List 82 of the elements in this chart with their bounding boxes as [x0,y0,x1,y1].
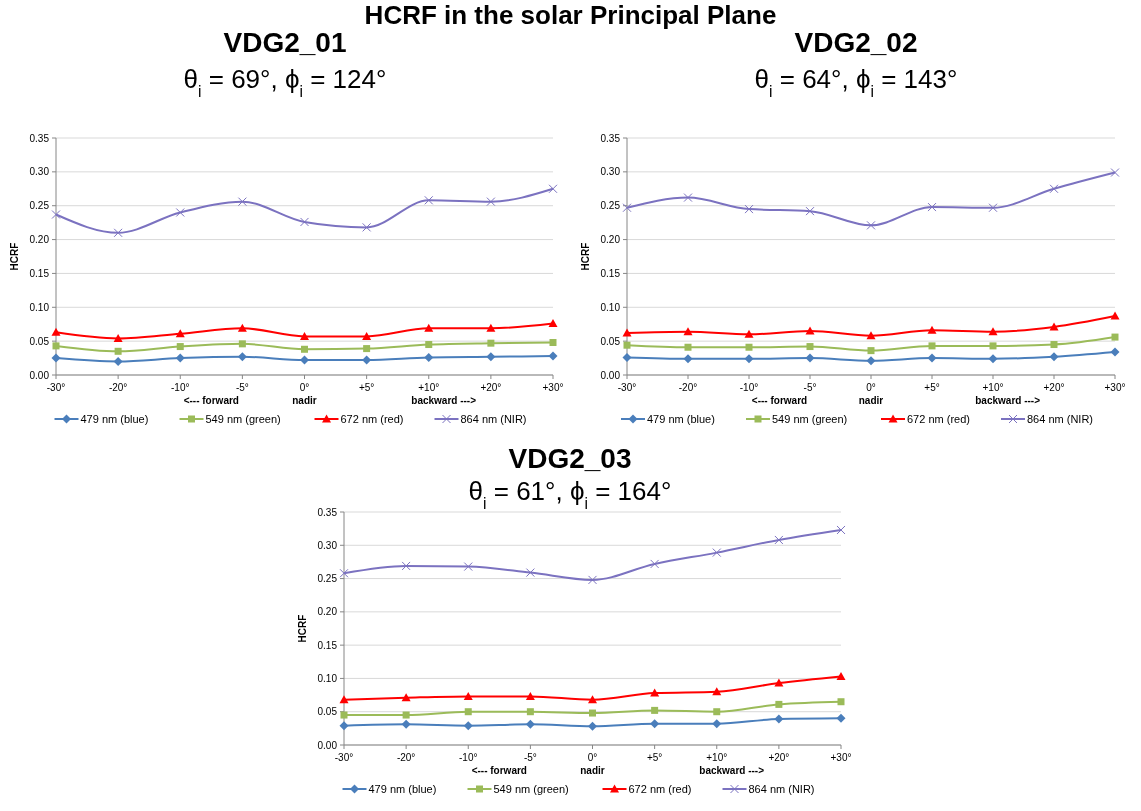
y-axis-title: HCRF [9,242,20,271]
legend-label: 864 nm (NIR) [748,782,815,795]
x-tick-label: -5° [803,382,817,393]
y-tick-label: 0.30 [317,539,338,551]
y-tick-label: 0.10 [317,672,338,684]
legend-label: 672 nm (red) [907,412,970,425]
legend-label: 864 nm (NIR) [1027,412,1094,425]
chart-subtitle: θ$_{i}$ = 69°, ϕ$_{i}$ = 124° [183,64,387,100]
legend-label: 479 nm (blue) [368,782,437,795]
y-tick-label: 0.35 [600,132,621,144]
x-tick-label: -20° [108,382,128,393]
text: nadir [858,395,884,406]
x-tick-label: +20° [480,382,502,393]
y-tick-label: 0.10 [600,301,621,313]
legend-label: 479 nm (blue) [80,412,149,425]
y-tick-label: 0.15 [600,267,621,279]
text: <--- forward [471,765,527,776]
x-tick-label: -10° [739,382,759,393]
legend-label: 479 nm (blue) [647,412,715,425]
y-tick-label: 0.05 [317,706,338,718]
legend-label: 549 nm (green) [772,412,848,425]
x-tick-label: +5° [924,382,940,393]
x-tick-label: -30° [617,382,637,393]
x-tick-label: -30° [334,752,354,763]
y-tick-label: 0.05 [600,335,621,347]
x-tick-label: +10° [418,382,440,393]
legend-label: 672 nm (red) [340,412,404,425]
x-tick-label: -5° [523,752,537,763]
chart-title: VDG2_01 [223,27,347,58]
y-tick-label: 0.20 [29,234,50,246]
x-tick-label: -30° [46,382,66,393]
x-tick-label: -10° [459,752,478,763]
x-tick-label: +10° [706,752,728,763]
x-tick-label: -10° [171,382,190,393]
chart-title: VDG2_02 [794,27,918,58]
x-tick-label: +10° [982,382,1004,393]
text: <--- forward [751,395,808,406]
x-tick-label: +5° [646,752,663,763]
y-tick-label: 0.05 [29,335,50,347]
x-tick-label: 0° [587,752,598,763]
text: nadir [580,765,605,776]
y-tick-label: 0.00 [600,369,621,381]
y-tick-label: 0.00 [317,739,338,751]
y-tick-label: 0.15 [29,267,50,279]
y-tick-label: 0.20 [600,234,621,246]
y-tick-label: 0.30 [600,166,621,178]
y-tick-label: 0.25 [317,573,338,585]
y-axis-title: HCRF [297,614,308,643]
text: <--- forward [183,395,239,406]
text: backward ---> [411,395,477,406]
y-tick-label: 0.15 [317,639,338,651]
x-tick-label: +30° [542,382,564,393]
legend-label: 549 nm (green) [493,782,569,795]
y-tick-label: 0.35 [29,132,50,144]
text: HCRF in the solar Principal Plane [364,0,777,30]
y-tick-label: 0.25 [29,200,50,212]
y-tick-label: 0.25 [600,200,621,212]
x-tick-label: +30° [1104,382,1126,393]
chart-subtitle: θ$_{i}$ = 61°, ϕ$_{i}$ = 164° [468,476,672,512]
x-tick-label: -20° [396,752,416,763]
text: backward ---> [975,395,1041,406]
x-tick-label: +30° [830,752,852,763]
text: backward ---> [699,765,765,776]
legend-label: 549 nm (green) [205,412,281,425]
text: nadir [292,395,317,406]
x-tick-label: +5° [358,382,375,393]
y-tick-label: 0.35 [317,506,338,518]
chart-subtitle: θ$_{i}$ = 64°, ϕ$_{i}$ = 143° [754,64,958,100]
y-tick-label: 0.30 [29,166,50,178]
y-axis-title: HCRF [580,242,591,271]
x-tick-label: -5° [235,382,249,393]
x-tick-label: +20° [1043,382,1065,393]
legend-label: 672 nm (red) [628,782,692,795]
y-tick-label: 0.00 [29,369,50,381]
y-tick-label: 0.10 [29,301,50,313]
x-tick-label: -20° [678,382,698,393]
y-tick-label: 0.20 [317,606,338,618]
x-tick-label: +20° [768,752,790,763]
x-tick-label: 0° [299,382,310,393]
chart-title: VDG2_03 [508,443,632,474]
x-tick-label: 0° [866,382,876,393]
legend-label: 864 nm (NIR) [460,412,527,425]
